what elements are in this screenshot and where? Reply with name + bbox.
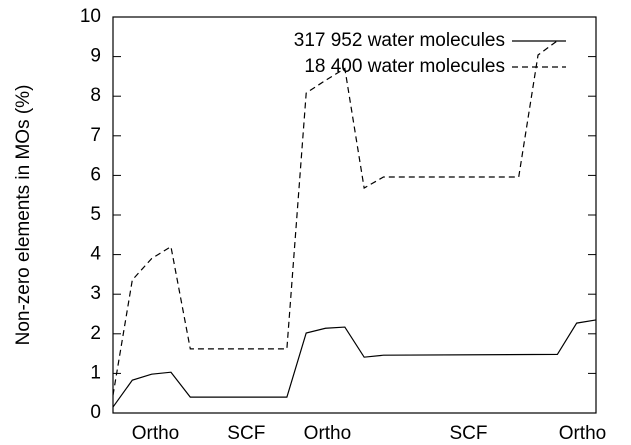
series-line <box>112 319 597 408</box>
legend-label: 317 952 water molecules <box>294 30 505 51</box>
y-tick-label: 5 <box>90 204 101 225</box>
x-tick-label: SCF <box>449 423 487 444</box>
y-tick-label: 8 <box>90 85 101 106</box>
y-tick-label: 1 <box>90 362 101 383</box>
x-tick-label: Ortho <box>559 423 607 444</box>
y-tick-label: 2 <box>90 323 101 344</box>
x-tick-label: SCF <box>227 423 265 444</box>
legend-label: 18 400 water molecules <box>304 56 505 77</box>
x-tick-label: Ortho <box>304 423 352 444</box>
y-tick-label: 10 <box>80 6 101 27</box>
y-tick-label: 0 <box>90 402 101 423</box>
y-tick-label: 9 <box>90 46 101 67</box>
plot-frame <box>112 16 597 414</box>
y-tick-label: 4 <box>90 244 101 265</box>
x-tick-label: Ortho <box>132 423 180 444</box>
y-tick-label: 7 <box>90 125 101 146</box>
y-axis-label: Non-zero elements in MOs (%) <box>13 85 34 346</box>
series-line <box>112 40 558 396</box>
y-tick-label: 6 <box>90 164 101 185</box>
y-tick-label: 3 <box>90 283 101 304</box>
